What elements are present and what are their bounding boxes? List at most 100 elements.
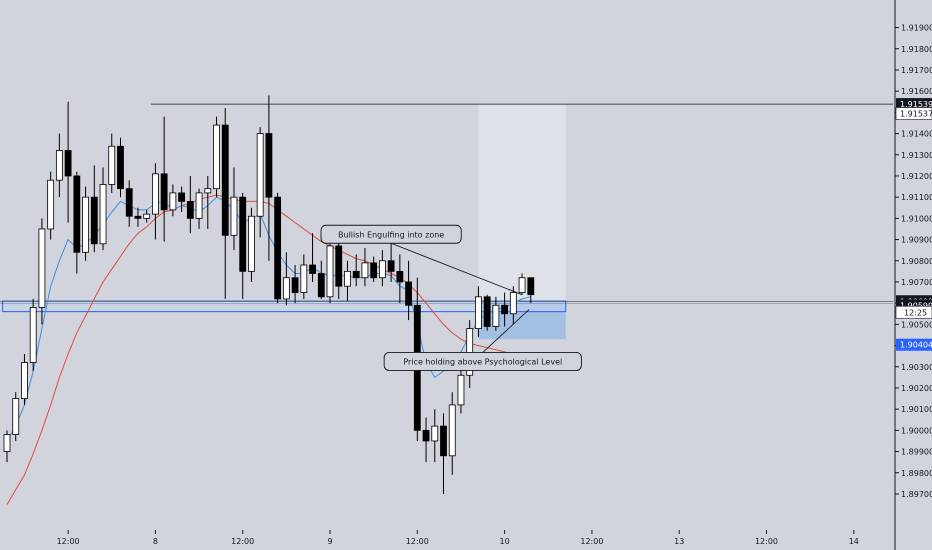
candle-up (300, 264, 308, 293)
candle-down (134, 215, 142, 219)
time-tick-label: 12:00 (755, 537, 778, 546)
candle-down (73, 175, 81, 253)
candle-up (457, 374, 465, 406)
candle-down (160, 173, 168, 211)
annotation-text: Price holding above Psychological Level (403, 357, 562, 366)
time-tick-label: 12:00 (580, 537, 603, 546)
price-badge-label: 1.90404 (900, 341, 932, 350)
price-tick-label: 1.91400 (901, 130, 932, 139)
time-tick-label: 9 (327, 537, 332, 546)
candle-down (64, 150, 72, 177)
candle-up (29, 306, 37, 363)
candle-up (152, 173, 159, 215)
candle-up (213, 124, 220, 190)
annotation-pointer (482, 309, 530, 353)
candle-down (239, 196, 247, 272)
candle-up (3, 434, 11, 452)
price-tick-label: 1.90500 (901, 320, 932, 329)
candle-down (387, 260, 395, 272)
time-tick-label: 12:00 (231, 537, 254, 546)
annotation-pointer (390, 242, 523, 296)
candle-up (466, 328, 474, 376)
candle-down (422, 429, 430, 442)
candle-up (169, 192, 177, 211)
price-tick-label: 1.90900 (901, 236, 932, 245)
candle-up (108, 145, 116, 185)
candle-up (230, 196, 238, 236)
target-box (478, 103, 566, 302)
time-tick-label: 13 (674, 537, 684, 546)
candle-up (431, 425, 439, 442)
candle-up (248, 215, 255, 272)
time-tick-label: 12:00 (57, 537, 80, 546)
price-tick-label: 1.90200 (901, 384, 932, 393)
price-tick-label: 1.91300 (901, 151, 932, 160)
price-badge (896, 338, 932, 351)
price-tick-label: 1.90000 (901, 426, 932, 435)
candle-up (47, 179, 55, 230)
price-axis-panel (895, 0, 932, 550)
price-tick-label: 1.90700 (901, 278, 932, 287)
candle-up (99, 184, 107, 245)
plot-area: Bullish Engulfing into zone Price holding… (0, 95, 893, 505)
candle-up (326, 245, 334, 298)
price-badge-label: 1.90599 (900, 301, 932, 310)
candle-up (143, 213, 151, 219)
price-tick-label: 1.91800 (901, 45, 932, 54)
candle-up (256, 133, 264, 217)
price-tick-label: 1.90100 (901, 405, 932, 414)
candle-down (527, 277, 535, 296)
price-tick-label: 1.91600 (901, 87, 932, 96)
countdown-label: 12:25 (904, 308, 927, 317)
annotation-callout (320, 224, 462, 244)
price-tick-label: 1.90800 (901, 257, 932, 266)
time-tick-label: 8 (153, 537, 158, 546)
time-tick-label: 10 (500, 537, 510, 546)
candle-down (117, 145, 124, 190)
candle-up (12, 398, 20, 435)
candle-down (396, 270, 404, 283)
candle-down (221, 124, 229, 236)
countdown-badge (895, 305, 932, 319)
time-tick-label: 14 (849, 537, 859, 546)
price-tick-label: 1.91900 (901, 24, 932, 33)
price-tick-label: 1.89700 (901, 490, 932, 499)
candle-up (509, 292, 517, 315)
candle-down (309, 264, 316, 274)
candle-up (55, 150, 63, 181)
candle-up (282, 277, 290, 300)
price-tick-label: 1.89800 (901, 469, 932, 478)
candle-down (178, 192, 186, 202)
candle-down (291, 277, 299, 293)
candle-down (125, 188, 133, 217)
annotation-callout (383, 352, 582, 371)
price-tick-label: 1.90300 (901, 363, 932, 372)
candle-up (82, 196, 89, 253)
price-tick-label: 1.89900 (901, 448, 932, 457)
price-badge-label: 1.91537 (900, 110, 932, 119)
candle-up (195, 192, 203, 219)
candle-up (378, 260, 386, 279)
candle-down (483, 296, 491, 327)
candle-down (335, 245, 343, 287)
price-tick-label: 1.91100 (901, 193, 932, 202)
candle-up (38, 228, 46, 308)
candle-down (501, 304, 509, 315)
candle-up (475, 296, 482, 329)
candle-down (274, 196, 282, 300)
candle-down (186, 200, 194, 219)
price-badge (896, 98, 932, 111)
candle-up (492, 304, 500, 327)
candle-up (448, 404, 456, 457)
candle-down (370, 262, 378, 279)
annotation-text: Bullish Engulfing into zone (338, 230, 444, 239)
candle-down (352, 270, 360, 279)
price-badge-label: 1.91539 (900, 100, 932, 109)
candle-up (21, 362, 28, 399)
time-tick-label: 12:00 (406, 537, 429, 546)
price-badge (895, 107, 932, 120)
candle-up (344, 270, 351, 287)
